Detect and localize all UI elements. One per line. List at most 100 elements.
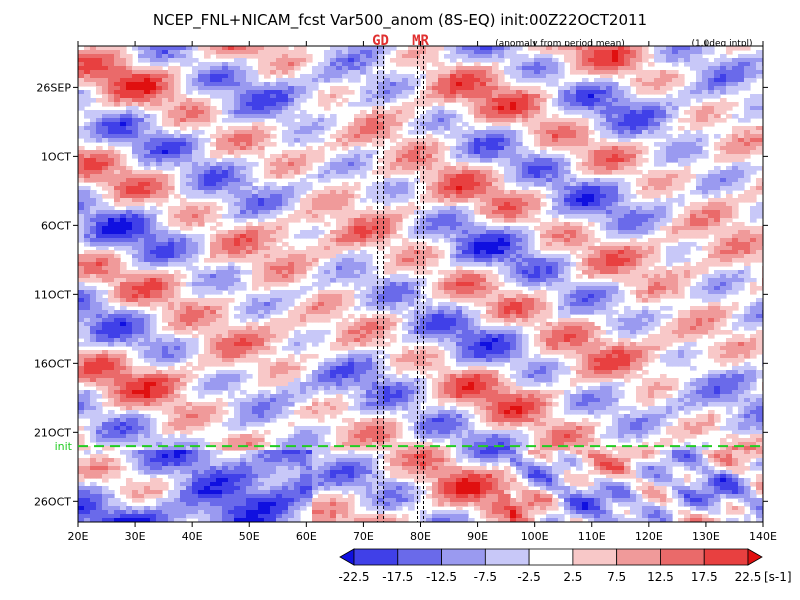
field-cell [114,114,121,119]
field-cell [660,98,667,103]
field-cell [90,178,97,183]
field-cell [450,118,457,123]
field-cell [246,174,253,179]
field-cell [672,74,679,79]
field-cell [588,186,595,191]
field-cell [750,206,757,211]
field-cell [270,226,277,231]
field-cell [444,238,451,243]
field-cell [588,210,595,215]
field-cell [414,222,421,227]
field-cell [540,246,547,251]
field-cell [204,70,211,75]
field-cell [144,82,151,87]
field-cell [312,118,319,123]
field-cell [390,234,397,239]
field-cell [738,222,745,227]
field-cell [90,118,97,123]
field-cell [246,210,253,215]
field-cell [666,182,673,187]
field-cell [396,134,403,139]
field-cell [222,242,229,247]
field-cell [282,250,289,255]
field-cell [396,50,403,55]
field-cell [294,50,301,55]
field-cell [162,194,169,199]
field-cell [426,110,433,115]
field-cell [126,182,133,187]
field-cell [108,74,115,79]
field-cell [102,162,109,167]
field-cell [594,70,601,75]
field-cell [690,86,697,91]
field-cell [222,110,229,115]
field-cell [252,202,259,207]
field-cell [708,254,715,259]
field-cell [588,230,595,235]
field-cell [300,166,307,171]
field-cell [750,146,757,151]
field-cell [654,86,661,91]
field-cell [414,178,421,183]
field-cell [636,122,643,127]
field-cell [714,182,721,187]
field-cell [162,174,169,179]
field-cell [246,78,253,83]
field-cell [324,234,331,239]
field-cell [678,146,685,151]
field-cell [522,150,529,155]
field-cell [486,110,493,115]
field-cell [756,214,763,219]
field-cell [120,138,127,143]
field-cell [150,142,157,147]
field-cell [750,186,757,191]
field-cell [462,122,469,127]
field-cell [318,98,325,103]
field-cell [738,158,745,163]
field-cell [714,134,721,139]
field-cell [402,86,409,91]
field-cell [282,234,289,239]
field-cell [174,98,181,103]
field-cell [168,74,175,79]
field-cell [474,142,481,147]
field-cell [108,242,115,247]
field-cell [522,78,529,83]
field-cell [390,90,397,95]
field-cell [84,54,91,59]
field-cell [624,130,631,135]
field-cell [198,98,205,103]
field-cell [426,102,433,107]
field-cell [504,198,511,203]
field-cell [168,50,175,55]
field-cell [276,102,283,107]
field-cell [222,186,229,191]
field-cell [390,154,397,159]
field-cell [270,230,277,235]
field-cell [606,186,613,191]
field-cell [162,114,169,119]
field-cell [654,162,661,167]
field-cell [468,178,475,183]
field-cell [354,130,361,135]
field-cell [384,210,391,215]
field-cell [360,66,367,71]
field-cell [462,134,469,139]
field-cell [702,138,709,143]
field-cell [600,90,607,95]
field-cell [582,134,589,139]
field-cell [264,46,271,51]
field-cell [114,150,121,155]
field-cell [198,210,205,215]
field-cell [498,134,505,139]
field-cell [624,234,631,239]
field-cell [300,178,307,183]
field-cell [366,238,373,243]
field-cell [204,50,211,55]
field-cell [636,178,643,183]
field-cell [504,54,511,59]
field-cell [132,194,139,199]
field-cell [246,258,253,263]
field-cell [102,194,109,199]
field-cell [78,170,85,175]
